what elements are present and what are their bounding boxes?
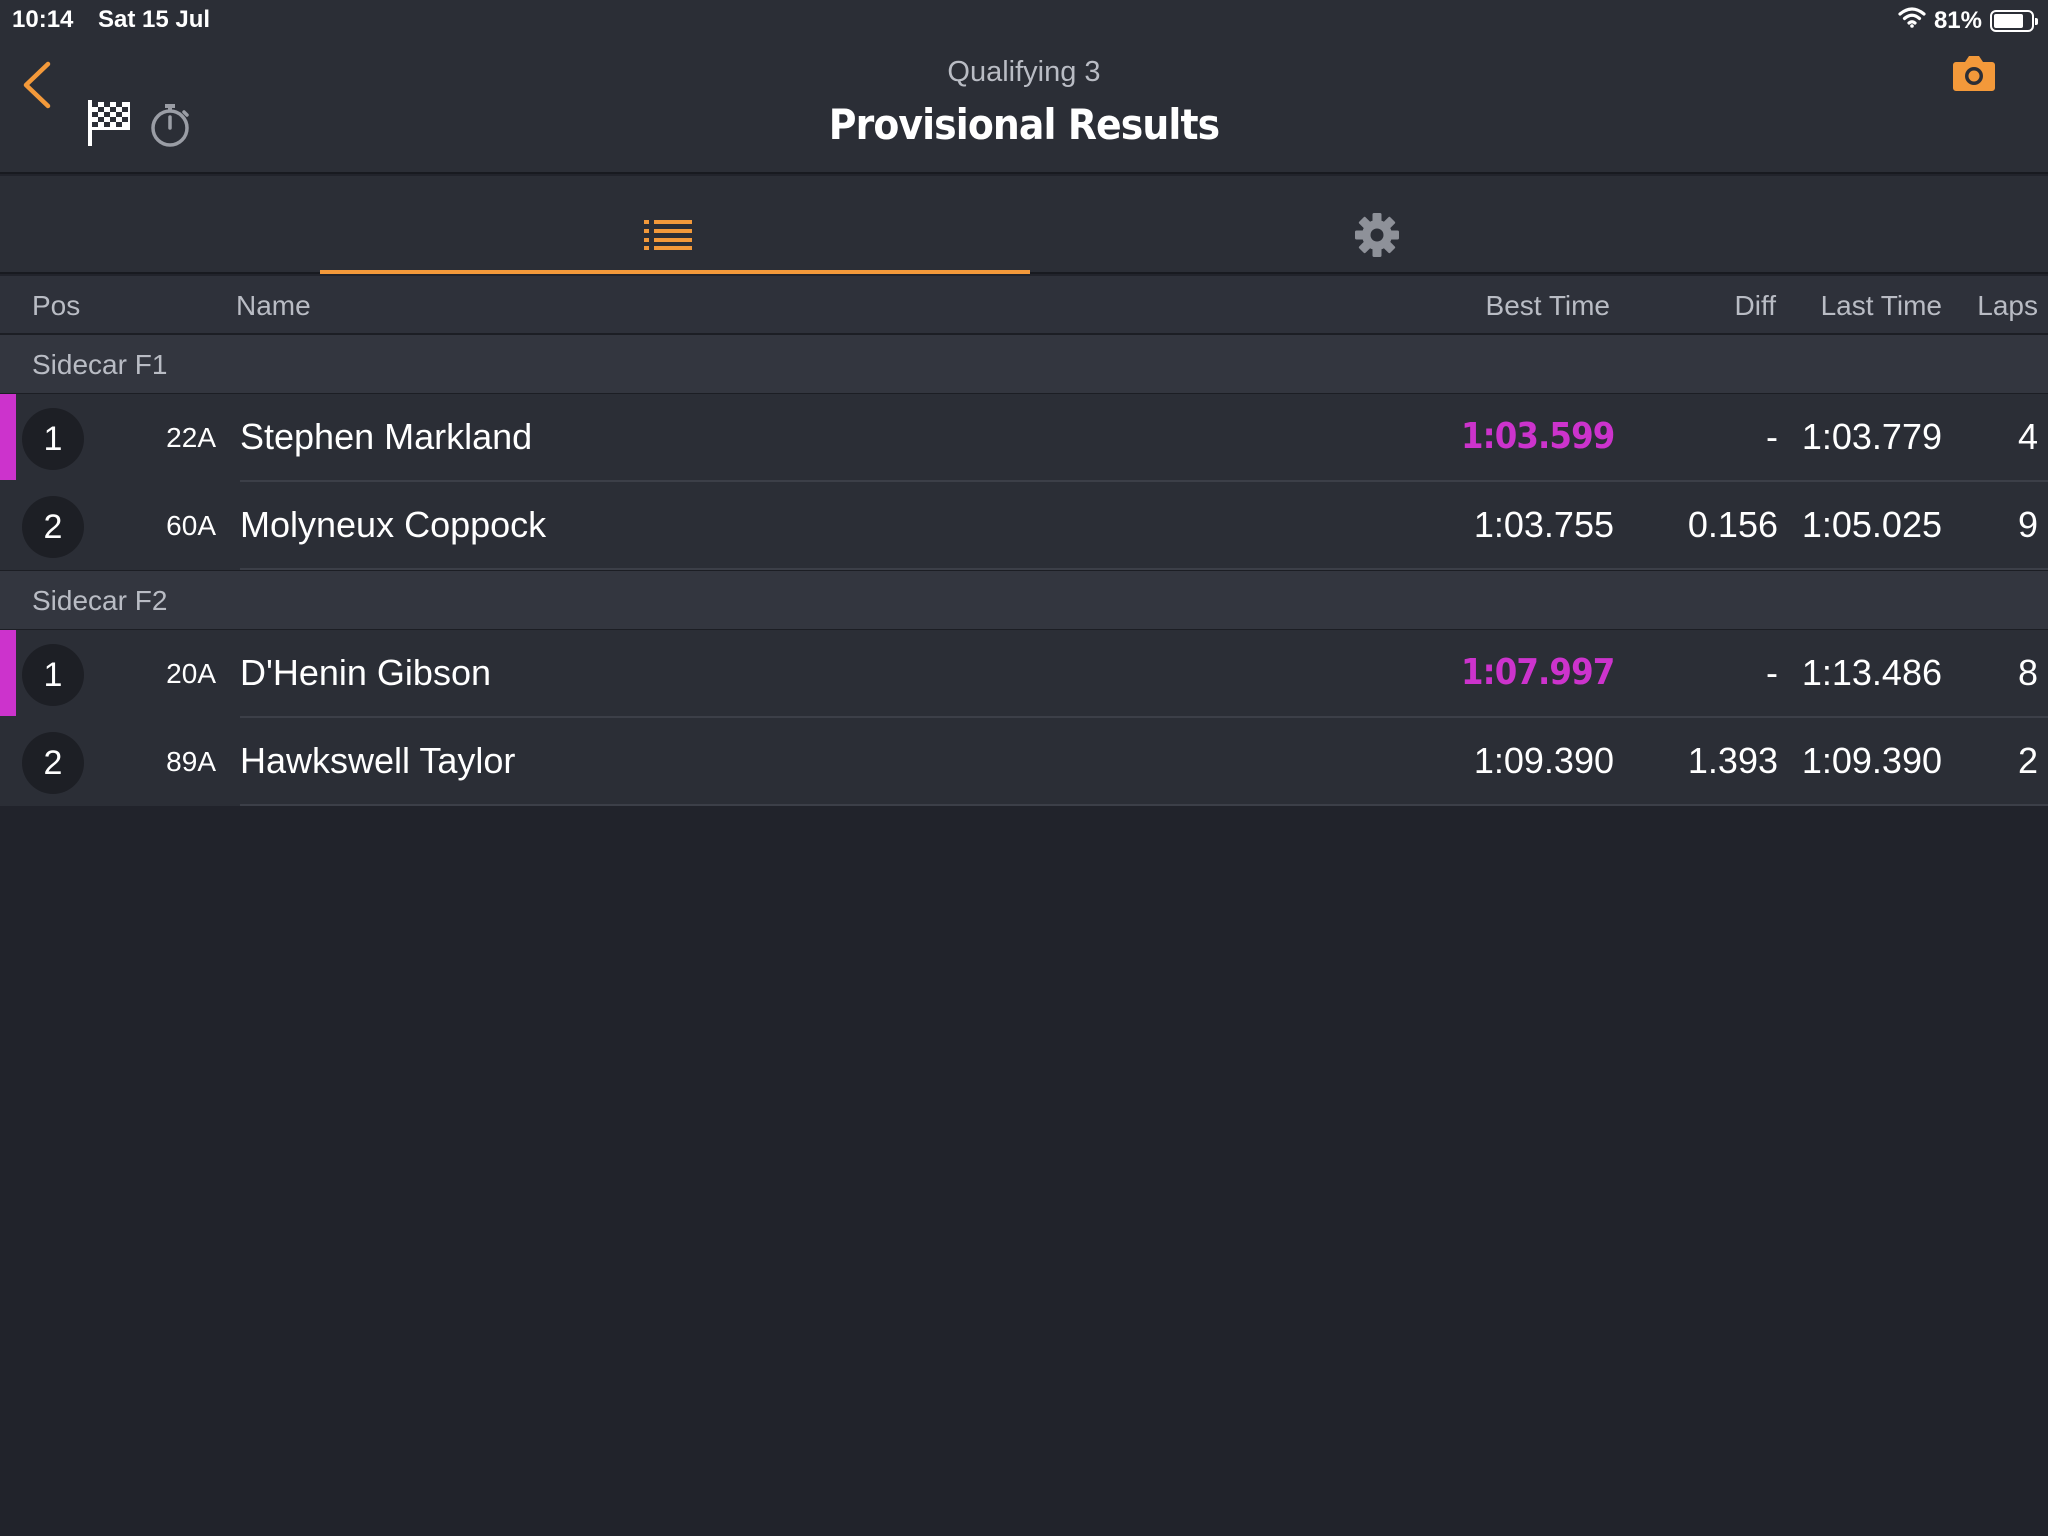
car-number: 60A: [166, 510, 216, 541]
camera-button[interactable]: [1952, 54, 1996, 97]
row-divider: [240, 480, 2048, 482]
last-time: 1:13.486: [1801, 652, 1942, 693]
column-header-last-time: Last Time: [1820, 290, 1942, 321]
tab-settings[interactable]: [1030, 176, 1730, 274]
best-time: 1:09.390: [1473, 740, 1614, 781]
car-number: 20A: [166, 658, 216, 689]
battery-icon: [1990, 9, 2038, 32]
laps: 4: [2017, 416, 2038, 457]
column-header-name: Name: [236, 290, 311, 321]
session-name: Qualifying 3: [947, 56, 1101, 88]
position-badge: 2: [22, 732, 84, 794]
car-number: 22A: [166, 422, 216, 453]
row-divider: [240, 804, 2048, 806]
last-time: 1:05.025: [1801, 504, 1942, 545]
driver-name: D'Henin Gibson: [240, 652, 491, 693]
status-indicators: 81%: [1898, 6, 2038, 35]
last-time: 1:09.390: [1801, 740, 1942, 781]
diff: 1.393: [1687, 740, 1778, 781]
column-header-best-time: Best Time: [1485, 290, 1610, 321]
row-divider: [240, 568, 2048, 570]
best-time: 1:07.997: [1460, 652, 1615, 693]
diff: -: [1766, 652, 1778, 693]
laps: 8: [2017, 652, 2038, 693]
tab-results-list[interactable]: [320, 176, 1030, 274]
diff: -: [1766, 416, 1778, 457]
table-row[interactable]: 2 89A Hawkswell Taylor 1:09.390 1.393 1:…: [0, 718, 2048, 806]
navigation-header: Qualifying 3 Provisional Results: [0, 40, 2048, 174]
position-badge: 1: [22, 644, 84, 706]
stopwatch-icon[interactable]: [148, 102, 192, 153]
best-time: 1:03.599: [1460, 416, 1615, 457]
column-header-laps: Laps: [1977, 290, 2038, 321]
laps: 9: [2017, 504, 2038, 545]
column-header-pos: Pos: [32, 290, 81, 321]
driver-name: Molyneux Coppock: [240, 504, 547, 545]
tab-bar: [0, 176, 2048, 274]
battery-percentage: 81%: [1933, 6, 1982, 34]
page-title: Provisional Results: [828, 100, 1220, 149]
driver-name: Stephen Markland: [240, 416, 533, 457]
status-bar: 10:14 Sat 15 Jul 81%: [0, 0, 2048, 40]
class-header: Sidecar F1: [0, 334, 2048, 394]
battery-level: [1994, 13, 2024, 28]
table-row[interactable]: 2 60A Molyneux Coppock 1:03.755 0.156 1:…: [0, 482, 2048, 570]
driver-name: Hawkswell Taylor: [240, 740, 516, 781]
results-group: Sidecar F1 1 22A Stephen Markland 1:03.5…: [0, 334, 2048, 570]
column-header-diff: Diff: [1734, 290, 1777, 321]
results-group: Sidecar F2 1 20A D'Henin Gibson 1:07.997…: [0, 570, 2048, 806]
row-divider: [240, 716, 2048, 718]
last-time: 1:03.779: [1801, 416, 1942, 457]
fastest-lap-marker: [0, 394, 16, 480]
laps: 2: [2017, 740, 2038, 781]
checkered-flag-icon[interactable]: [86, 98, 132, 153]
class-header: Sidecar F2: [0, 570, 2048, 630]
status-time: 10:14: [12, 6, 74, 33]
table-row[interactable]: 1 20A D'Henin Gibson 1:07.997 - 1:13.486…: [0, 630, 2048, 718]
list-icon: [644, 220, 692, 255]
results-table-header: Pos Name Best Time Diff Last Time Laps: [0, 276, 2048, 334]
best-time: 1:03.755: [1473, 504, 1614, 545]
active-tab-indicator: [320, 270, 1030, 274]
back-button[interactable]: [18, 60, 58, 110]
chevron-left-icon: [23, 61, 51, 109]
table-row[interactable]: 1 22A Stephen Markland 1:03.599 - 1:03.7…: [0, 394, 2048, 482]
position-badge: 2: [22, 496, 84, 558]
gear-icon: [1354, 212, 1400, 263]
diff: 0.156: [1687, 504, 1778, 545]
car-number: 89A: [166, 746, 216, 777]
camera-icon: [1953, 56, 1995, 91]
fastest-lap-marker: [0, 630, 16, 716]
status-date: Sat 15 Jul: [98, 6, 211, 33]
wifi-icon: [1898, 6, 1926, 35]
position-badge: 1: [22, 408, 84, 470]
